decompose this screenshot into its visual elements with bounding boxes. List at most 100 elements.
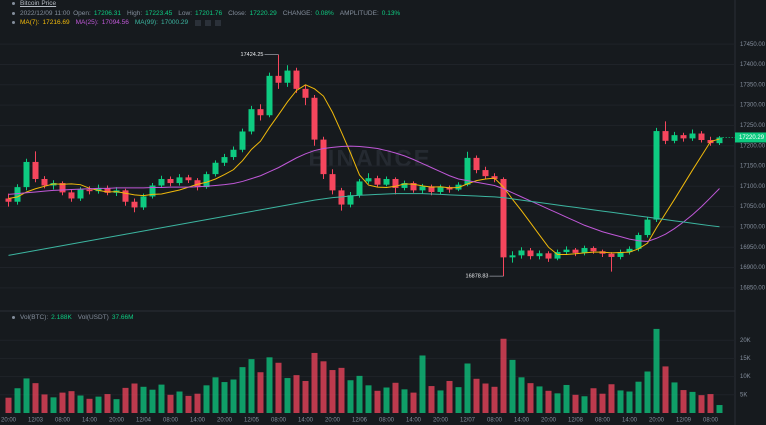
- volume-bar: [230, 379, 237, 413]
- volume-legend-label: Vol(USDT): [77, 314, 109, 321]
- y-tick-label: 17200.00: [740, 143, 766, 149]
- volume-bar: [716, 405, 723, 413]
- volume-bar: [194, 393, 201, 413]
- volume-bar: [41, 394, 48, 413]
- chart-title[interactable]: Bitcoin Price: [20, 0, 57, 7]
- volume-bar: [383, 387, 390, 413]
- candle-body: [122, 190, 129, 202]
- candle-body: [491, 176, 498, 179]
- volume-bar: [437, 390, 444, 413]
- time: 2022/12/09 11:00: [20, 10, 71, 17]
- candle-body: [158, 178, 165, 186]
- candle-body: [212, 162, 219, 175]
- volume-bar: [365, 385, 372, 413]
- volume-tick-label: 10K: [740, 374, 751, 380]
- y-tick-label: 17350.00: [740, 82, 766, 88]
- candle-body: [221, 157, 228, 163]
- volume-bar: [203, 385, 210, 413]
- volume-bar: [266, 357, 273, 413]
- candle-body: [266, 75, 273, 116]
- info-value: 17206.31: [93, 10, 121, 17]
- x-tick-label: 20:00: [325, 418, 341, 424]
- volume-bar: [608, 384, 615, 413]
- legend-value: 17094.56: [101, 19, 129, 26]
- candle-body: [14, 187, 21, 202]
- current-price-label: 17220.29: [739, 135, 765, 141]
- grid: [0, 43, 735, 396]
- x-tick-label: 08:00: [163, 418, 179, 424]
- icon: [12, 2, 15, 5]
- y-tick-label: 16900.00: [740, 265, 766, 271]
- candle-body: [131, 201, 138, 208]
- volume-bar: [662, 366, 669, 413]
- volume-bar: [50, 397, 57, 413]
- candle-body: [563, 249, 570, 253]
- x-tick-label: 14:00: [298, 418, 314, 424]
- candle-body: [86, 189, 93, 192]
- icon: [215, 19, 222, 26]
- info-label: AMPLITUDE:: [339, 10, 379, 17]
- x-tick-label: 12/05: [244, 418, 260, 424]
- volume-bar: [491, 386, 498, 413]
- volume-legend-label: Vol(BTC):: [20, 314, 49, 321]
- candle-body: [554, 252, 561, 259]
- info-label: Close:: [228, 10, 247, 17]
- candle-body: [383, 178, 390, 185]
- volume-legend-value: 2.188K: [51, 314, 72, 321]
- x-tick-label: 20:00: [217, 418, 233, 424]
- x-tick-label: 20:00: [1, 418, 17, 424]
- volume-bar: [248, 359, 255, 413]
- volume-bar: [122, 387, 129, 413]
- volume-legend: Vol(BTC): 2.188K Vol(USDT) 37.66M: [12, 314, 137, 321]
- candle-body: [167, 178, 174, 184]
- x-tick-label: 12/04: [136, 418, 152, 424]
- volume-bar: [545, 390, 552, 413]
- candle-body: [410, 183, 417, 191]
- volume-bar: [77, 395, 84, 413]
- info-label: Low:: [178, 10, 193, 17]
- volume-tick-label: 20K: [740, 338, 751, 344]
- candle-body: [644, 219, 651, 236]
- volume-bar: [410, 392, 417, 413]
- volume-bar: [311, 352, 318, 413]
- candle-body: [41, 178, 48, 186]
- y-tick-label: 17100.00: [740, 184, 766, 190]
- volume-tick-label: 5K: [740, 392, 747, 398]
- candle-body: [464, 157, 471, 185]
- icon: [12, 21, 15, 24]
- candle-body: [626, 248, 633, 253]
- volume-bar: [473, 378, 480, 413]
- volume-bar: [680, 390, 687, 413]
- y-tick-label: 17250.00: [740, 123, 766, 129]
- candle-body: [302, 88, 309, 98]
- candle-body: [176, 177, 183, 184]
- volume-bar: [14, 388, 21, 413]
- volume-bar: [536, 386, 543, 413]
- candle-body: [203, 174, 210, 188]
- ma-legend: MA(7): 17216.69 MA(25): 17094.56 MA(99): 1700…: [12, 19, 222, 26]
- volume-legend-value: 37.66M: [111, 314, 134, 321]
- x-tick-label: 08:00: [703, 418, 719, 424]
- candle-body: [95, 187, 102, 192]
- candle-body: [257, 109, 264, 116]
- volume-bar: [671, 382, 678, 413]
- candle-body: [572, 249, 579, 253]
- candle-body: [248, 109, 255, 132]
- candle-body: [23, 161, 30, 188]
- candle-body: [653, 131, 660, 220]
- candle-body: [338, 190, 345, 205]
- y-tick-label: 17450.00: [740, 42, 766, 48]
- candle-body: [365, 178, 372, 182]
- y-tick-label: 17400.00: [740, 62, 766, 68]
- candle-body: [77, 189, 84, 199]
- ma-line: [8, 193, 720, 256]
- title-row: Bitcoin Price: [12, 0, 56, 7]
- volume-bar: [599, 393, 606, 413]
- y-tick-label: 16850.00: [740, 285, 766, 291]
- candle-body: [59, 183, 66, 193]
- high-label: 17424.25: [241, 52, 264, 58]
- volume-bar: [644, 371, 651, 413]
- x-tick-label: 20:00: [649, 418, 665, 424]
